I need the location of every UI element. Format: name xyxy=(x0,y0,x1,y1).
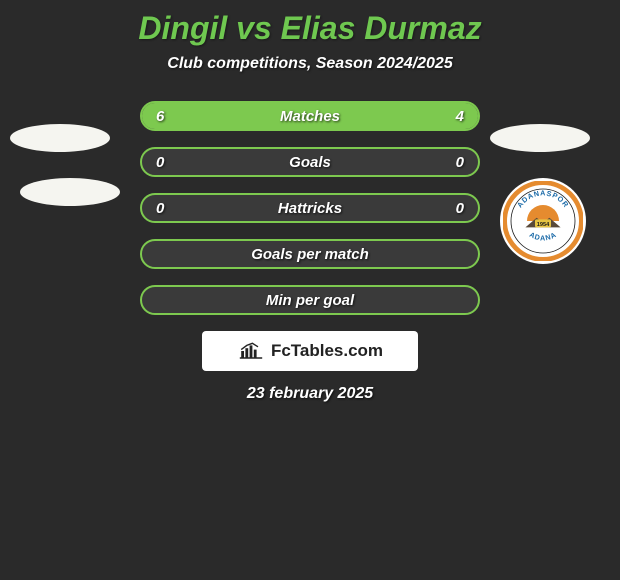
stat-label: Min per goal xyxy=(266,292,354,309)
stat-left-value: 0 xyxy=(156,200,164,217)
stat-right-value: 4 xyxy=(456,108,464,125)
club-badge: ADANASPOR ADANA 1954 xyxy=(500,178,586,264)
stat-row-goals: 0 Goals 0 xyxy=(140,147,480,177)
date-label: 23 february 2025 xyxy=(0,385,620,403)
stat-label: Goals per match xyxy=(251,246,369,263)
subtitle: Club competitions, Season 2024/2025 xyxy=(0,55,620,73)
stat-right-value: 0 xyxy=(456,154,464,171)
stat-label: Matches xyxy=(280,108,340,125)
page-title: Dingil vs Elias Durmaz xyxy=(0,0,620,47)
stat-right-value: 0 xyxy=(456,200,464,217)
stat-label: Hattricks xyxy=(278,200,342,217)
stat-row-hattricks: 0 Hattricks 0 xyxy=(140,193,480,223)
brand-box: FcTables.com xyxy=(202,331,418,371)
player-left-photo-1 xyxy=(10,124,110,152)
badge-year: 1954 xyxy=(537,222,550,228)
stat-left-value: 6 xyxy=(156,108,164,125)
stat-row-min-per-goal: Min per goal xyxy=(140,285,480,315)
player-right-photo-1 xyxy=(490,124,590,152)
stat-label: Goals xyxy=(289,154,331,171)
player-left-photo-2 xyxy=(20,178,120,206)
brand-text: FcTables.com xyxy=(271,341,383,361)
brand-chart-icon xyxy=(237,341,265,361)
stat-left-value: 0 xyxy=(156,154,164,171)
stat-row-goals-per-match: Goals per match xyxy=(140,239,480,269)
stat-row-matches: 6 Matches 4 xyxy=(140,101,480,131)
